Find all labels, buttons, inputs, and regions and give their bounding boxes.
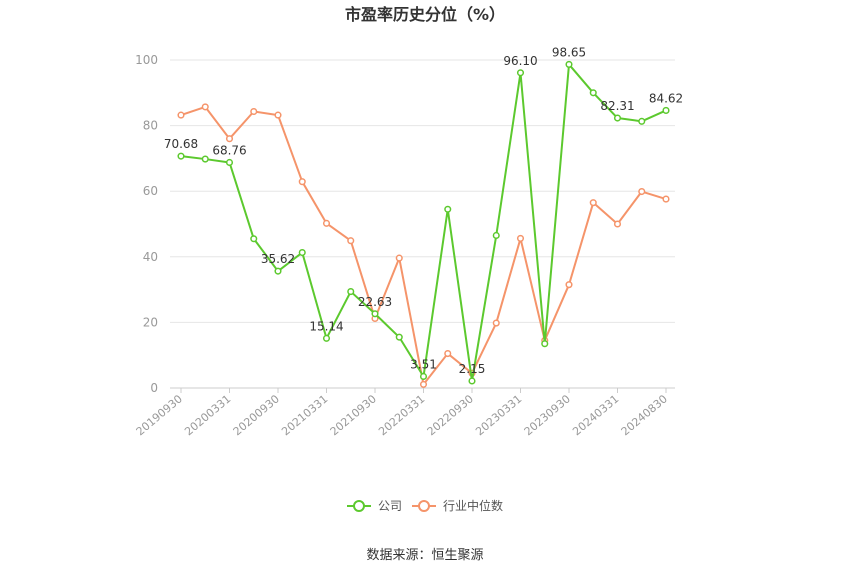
- data-label: 84.62: [649, 91, 683, 105]
- data-point-industry-median[interactable]: [492, 319, 500, 327]
- data-point-company[interactable]: [322, 334, 331, 342]
- data-point-company[interactable]: [371, 310, 379, 318]
- y-tick-label: 0: [150, 381, 158, 395]
- series-line-industry-median: [180, 105, 667, 386]
- y-tick-label: 40: [143, 250, 158, 264]
- data-label: 68.76: [212, 143, 246, 157]
- data-label: 15.14: [309, 319, 343, 333]
- data-point-company[interactable]: [395, 333, 403, 341]
- legend-item-industry-median[interactable]: 行业中位数: [412, 498, 503, 513]
- legend[interactable]: 公司 行业中位数: [347, 498, 503, 513]
- data-point-industry-median[interactable]: [225, 135, 234, 143]
- data-point-industry-median[interactable]: [298, 178, 306, 186]
- x-tick-label: 20220331: [376, 392, 427, 438]
- data-point-industry-median[interactable]: [589, 199, 597, 207]
- data-point-company[interactable]: [541, 340, 549, 348]
- x-tick-label: 20210930: [328, 392, 379, 438]
- data-point-company[interactable]: [225, 158, 234, 167]
- data-labels: 70.68 68.76 35.62 15.14 22.63 3.51 2.15 96.10 98…: [164, 45, 683, 376]
- data-point-industry-median[interactable]: [516, 234, 525, 242]
- data-label: 3.51: [410, 357, 437, 371]
- data-point-company[interactable]: [589, 89, 597, 97]
- data-label: 98.65: [552, 45, 586, 59]
- data-point-company[interactable]: [492, 231, 500, 240]
- legend-industry-marker: [418, 500, 430, 512]
- legend-industry-label: 行业中位数: [443, 498, 503, 513]
- x-tick-label: 20210331: [279, 392, 330, 438]
- data-point-industry-median[interactable]: [274, 111, 282, 119]
- data-point-industry-median[interactable]: [419, 380, 428, 388]
- data-point-company[interactable]: [565, 60, 573, 68]
- x-tick-label: 20230331: [473, 392, 524, 438]
- y-tick-label: 100: [135, 53, 158, 67]
- data-label: 70.68: [164, 137, 198, 151]
- data-point-company[interactable]: [468, 377, 476, 385]
- data-point-company[interactable]: [177, 152, 185, 160]
- axes: 0204060801002019093020200331202009302021…: [134, 53, 675, 438]
- y-tick-label: 20: [143, 315, 158, 329]
- chart-title: 市盈率历史分位（%）: [345, 5, 505, 24]
- data-label: 82.31: [600, 99, 634, 113]
- legend-company-label: 公司: [378, 499, 402, 513]
- source-note: 数据来源：恒生聚源: [366, 548, 483, 563]
- data-point-industry-median[interactable]: [565, 281, 573, 289]
- series-layer: [177, 60, 670, 388]
- x-tick-label: 20230930: [522, 392, 573, 438]
- x-tick-label: 20190930: [134, 392, 185, 438]
- x-tick-label: 20240830: [619, 392, 670, 438]
- grid: [170, 59, 675, 323]
- data-point-industry-median[interactable]: [250, 107, 258, 116]
- data-label: 35.62: [261, 252, 295, 266]
- data-point-company[interactable]: [638, 117, 646, 125]
- data-point-company[interactable]: [613, 114, 622, 122]
- data-point-company[interactable]: [516, 69, 525, 77]
- data-point-company[interactable]: [201, 155, 209, 163]
- legend-company-marker: [353, 500, 365, 512]
- x-tick-label: 20220930: [425, 392, 476, 438]
- data-point-company[interactable]: [444, 205, 452, 213]
- data-point-company[interactable]: [419, 372, 428, 381]
- data-point-company[interactable]: [662, 106, 670, 114]
- data-point-industry-median[interactable]: [201, 103, 209, 111]
- x-tick-label: 20200331: [182, 392, 233, 438]
- data-point-company[interactable]: [250, 235, 258, 243]
- y-tick-label: 60: [143, 184, 158, 198]
- data-point-company[interactable]: [274, 267, 282, 275]
- data-point-industry-median[interactable]: [613, 220, 622, 228]
- data-point-industry-median[interactable]: [444, 350, 452, 358]
- data-point-industry-median[interactable]: [177, 111, 185, 119]
- data-point-industry-median[interactable]: [662, 195, 670, 203]
- data-point-company[interactable]: [347, 288, 355, 296]
- data-point-company[interactable]: [298, 248, 306, 257]
- data-label: 2.15: [459, 362, 486, 376]
- data-point-industry-median[interactable]: [395, 254, 403, 262]
- data-label: 22.63: [358, 295, 392, 309]
- data-label: 96.10: [503, 54, 537, 68]
- data-point-industry-median[interactable]: [322, 219, 331, 227]
- y-tick-label: 80: [143, 119, 158, 133]
- legend-item-company[interactable]: 公司: [347, 499, 402, 513]
- x-tick-label: 20240331: [570, 392, 621, 438]
- data-point-industry-median[interactable]: [638, 187, 646, 196]
- data-point-industry-median[interactable]: [347, 237, 355, 245]
- x-tick-label: 20200930: [231, 392, 282, 438]
